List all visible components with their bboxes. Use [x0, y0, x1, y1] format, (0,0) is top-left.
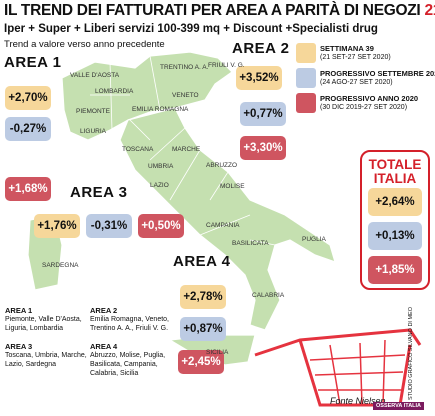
- value-box: +0,50%: [138, 214, 184, 238]
- region-label: PIEMONTE: [76, 108, 110, 115]
- region-label: MOLISE: [220, 183, 245, 190]
- area-label: AREA 1: [4, 54, 62, 71]
- region-label: MARCHE: [172, 146, 201, 153]
- value-box: +0,77%: [240, 102, 286, 126]
- region-label: PUGLIA: [302, 236, 326, 243]
- legend-swatch: [296, 43, 316, 63]
- region-label: SICILIA: [206, 349, 229, 356]
- footnote-text: Emilia Romagna, Veneto, Trentino A. A., …: [90, 316, 169, 332]
- region-label: UMBRIA: [148, 163, 174, 170]
- region-label: LOMBARDIA: [95, 88, 134, 95]
- region-label: CAMPANIA: [206, 222, 240, 229]
- logo: OSSERVA ITALIA: [373, 402, 425, 410]
- value-box: +3,30%: [240, 136, 286, 160]
- region-label: TRENTINO A. A.: [160, 64, 209, 71]
- total-box: +1,85%: [368, 256, 422, 284]
- region-label: VALLE D'AOSTA: [70, 72, 120, 79]
- region-label: ABRUZZO: [206, 162, 238, 169]
- total-box: +2,64%: [368, 188, 422, 216]
- region-label: TOSCANA: [122, 146, 154, 153]
- area-label: AREA 4: [173, 253, 231, 270]
- legend-period: (24 AGO-27 SET 2020): [320, 79, 393, 86]
- footnote-text: Piemonte, Valle D'Aosta, Liguria, Lombar…: [5, 316, 82, 332]
- legend-label: PROGRESSIVO ANNO 2020: [320, 94, 419, 103]
- legend-label: PROGRESSIVO SETTEMBRE 2020: [320, 69, 435, 78]
- value-box: +1,76%: [34, 214, 80, 238]
- region-label: LIGURIA: [80, 128, 107, 135]
- area-label: AREA 2: [232, 40, 290, 57]
- footnote-text: Toscana, Umbria, Marche, Lazio, Sardegna: [5, 352, 87, 368]
- footnote-title: AREA 3: [5, 342, 33, 351]
- region-label: EMILIA ROMAGNA: [132, 106, 189, 113]
- legend-period: (21 SET-27 SET 2020): [320, 54, 391, 61]
- footnote-title: AREA 2: [90, 306, 118, 315]
- legend-swatch: [296, 93, 316, 113]
- region-label: FRIULI V. G.: [208, 62, 245, 69]
- region-label: CALABRIA: [252, 292, 285, 299]
- region-label: LAZIO: [150, 182, 169, 189]
- legend-period: (30 DIC 2019-27 SET 2020): [320, 104, 408, 111]
- legend-label: SETTIMANA 39: [320, 44, 374, 53]
- value-box: -0,27%: [5, 117, 51, 141]
- footnote-title: AREA 4: [90, 342, 118, 351]
- footnote-text: Abruzzo, Molise, Puglia, Basilicata, Cam…: [90, 352, 166, 377]
- area-label: AREA 3: [70, 184, 128, 201]
- credit: STUDIO GRAFICO SILVANO DI MEO: [408, 306, 414, 400]
- value-box: +0,87%: [180, 317, 226, 341]
- footnote-title: AREA 1: [5, 306, 33, 315]
- total-box: +0,13%: [368, 222, 422, 250]
- value-box: -0,31%: [86, 214, 132, 238]
- region-label: BASILICATA: [232, 240, 269, 247]
- total-title: TOTALE ITALIA: [368, 157, 422, 186]
- value-box: +2,70%: [5, 86, 51, 110]
- title-text: IL TREND DEI FATTURATI PER AREA A PARITÀ…: [4, 2, 421, 19]
- legend-swatch: [296, 68, 316, 88]
- note: Trend a valore verso anno precedente: [4, 39, 165, 50]
- title: IL TREND DEI FATTURATI PER AREA A PARITÀ…: [4, 2, 435, 20]
- value-box: +1,68%: [5, 177, 51, 201]
- source: Fonte Nielsen: [330, 396, 386, 406]
- region-label: SARDEGNA: [42, 262, 79, 269]
- value-box: +2,45%: [178, 350, 224, 374]
- subtitle: Iper + Super + Liberi servizi 100-399 mq…: [4, 23, 378, 35]
- value-box: +3,52%: [236, 66, 282, 90]
- date: 21-27 SETTEMBRE 2020: [424, 2, 435, 19]
- value-box: +2,78%: [180, 285, 226, 309]
- region-label: VENETO: [172, 92, 199, 99]
